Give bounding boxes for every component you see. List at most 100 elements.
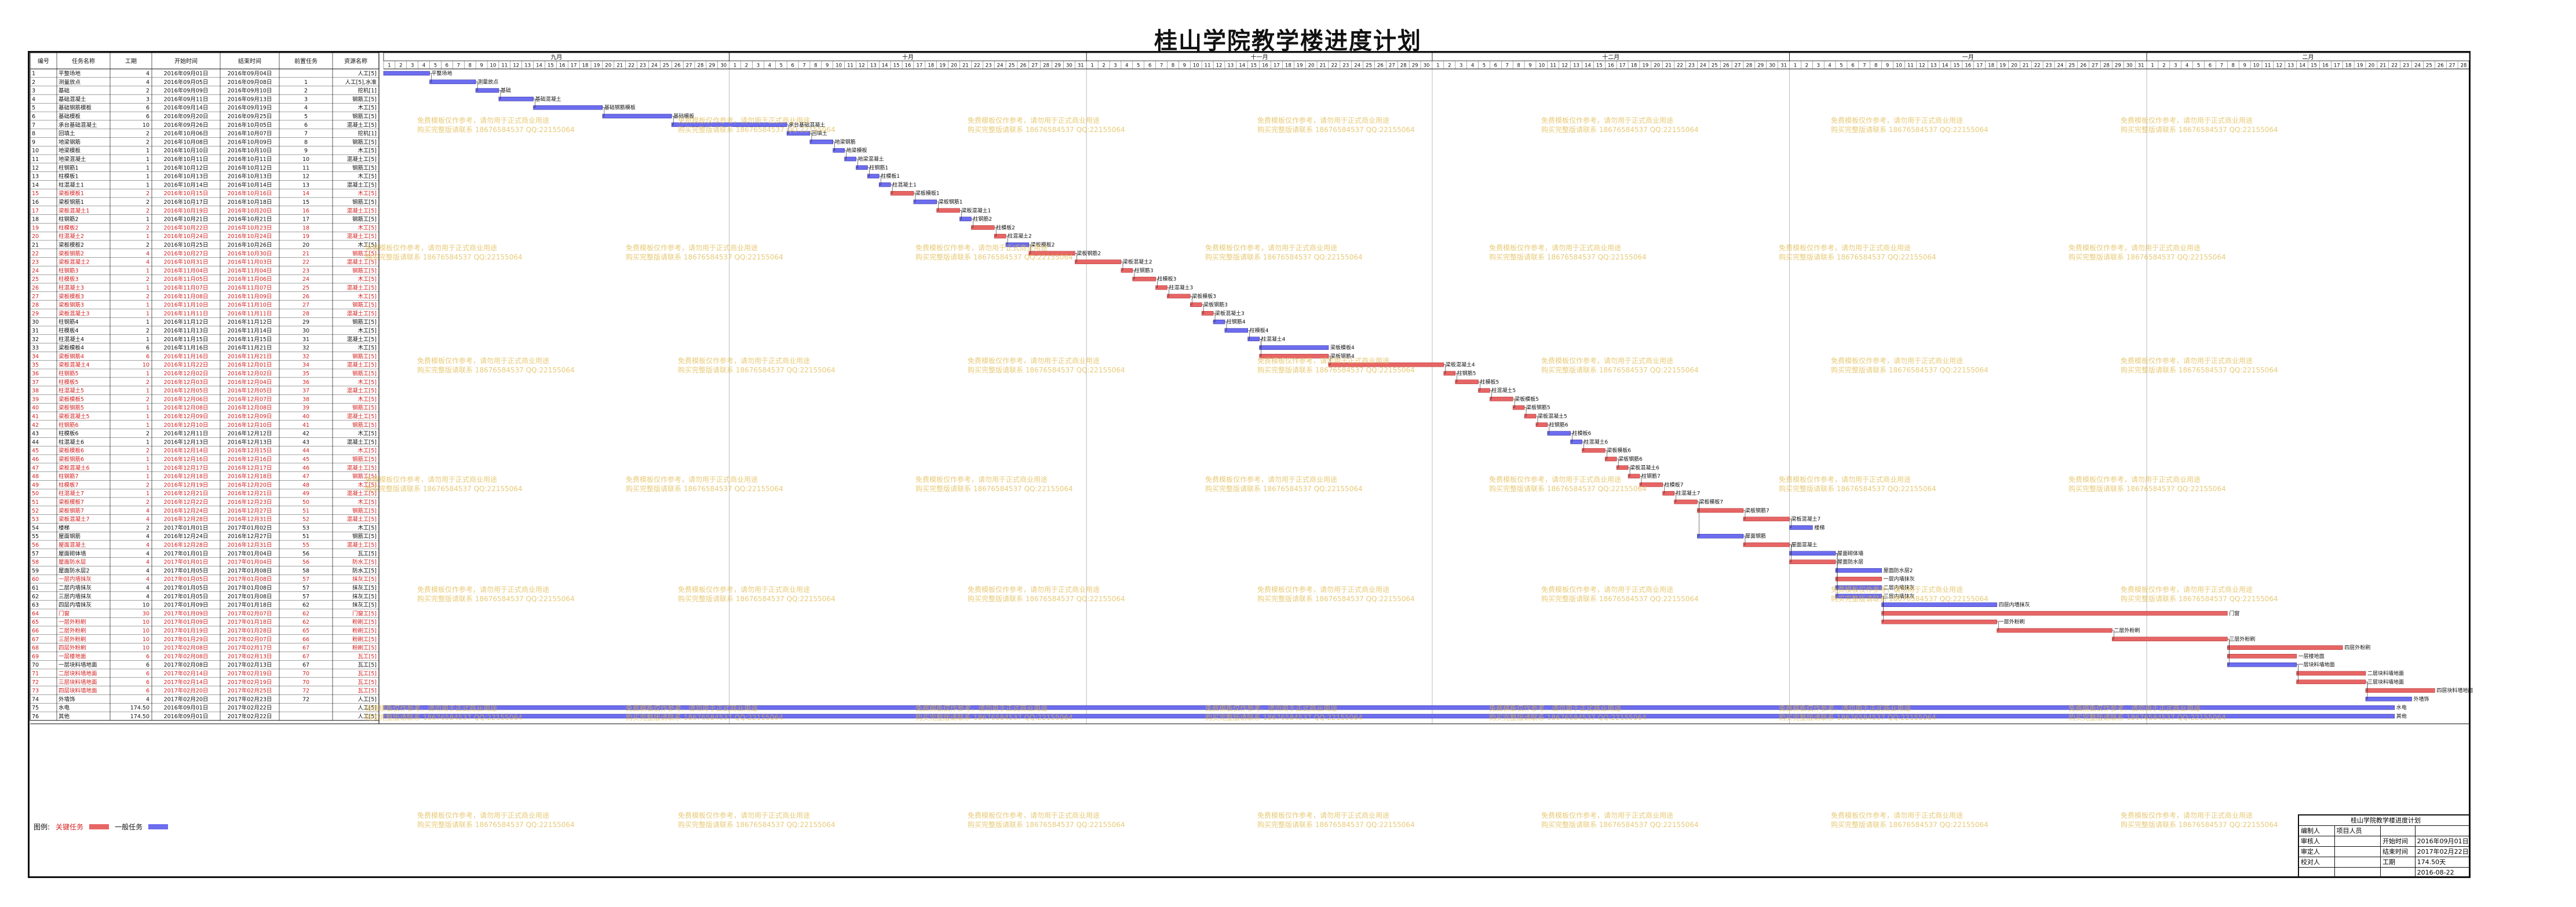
table-cell: 2016年11月10日 [228,302,272,309]
table-cell: 2017年01月04日 [228,550,272,557]
table-cell: 6 [146,671,149,677]
dependency-link [1617,459,1619,468]
day-label: 12 [859,63,865,69]
day-label: 20 [951,63,957,69]
day-label: 8 [1172,63,1174,69]
dependency-link [1674,493,1676,502]
bar-label: 梁板模板5 [1515,396,1539,403]
task-name: 柱混凝土7 [59,490,84,497]
task-name: 梁板模板6 [59,447,84,454]
table-cell: 2016年11月03日 [228,259,272,266]
day-label: 26 [1723,63,1730,69]
task-bar [2227,645,2343,650]
table-cell: 2016年12月16日 [164,456,209,463]
day-label: 7 [1506,63,1509,69]
table-cell: 2016年11月15日 [164,336,209,343]
task-bar [1674,499,1698,504]
table-cell: 48 [32,474,39,480]
table-cell: 1 [146,337,149,343]
table-cell: 1 [146,422,149,429]
day-label: 4 [422,63,425,69]
table-cell: 2016年10月10日 [228,147,272,154]
table-cell: 4 [146,508,149,514]
dependency-link [1524,407,1527,416]
day-label: 26 [1377,63,1384,69]
table-cell: 2016年10月10日 [164,147,209,154]
table-cell: 4 [146,542,149,548]
day-label: 9 [1528,63,1531,69]
table-cell: 4 [146,559,149,566]
table-cell: 22 [302,259,309,266]
bar-label: 梁板钢筋5 [1526,404,1550,411]
day-label: 3 [411,63,414,69]
day-label: 11 [501,63,508,69]
day-label: 11 [1550,63,1556,69]
table-cell: 2016年12月28日 [164,516,209,523]
bar-label: 梁板模板2 [1031,242,1055,248]
table-cell: 2016年12月07日 [228,396,272,403]
table-cell: 2017年02月20日 [164,687,209,694]
table-cell: 2 [146,379,149,386]
table-cell: 174.50 [130,705,149,711]
day-label: 24 [1700,63,1706,69]
task-name: 柱模板3 [59,276,79,283]
table-cell: 钢筋工[5] [352,533,377,540]
table-cell: 木工[5] [358,242,377,248]
table-cell: 1 [146,217,149,223]
table-cell: 58 [302,568,309,574]
task-bar [1005,242,1030,247]
table-cell: 混凝土工[5] [347,336,377,343]
table-cell: 25 [32,276,39,283]
task-name: 梁板钢筋4 [59,353,84,360]
day-label: 19 [1297,63,1303,69]
day-label: 6 [446,63,448,69]
dependency-link [1789,544,1791,562]
table-cell: 10 [143,619,149,626]
table-cell: 2 [146,328,149,334]
table-cell: 30 [143,610,149,617]
table-cell: 2016年12月31日 [228,516,272,523]
table-cell: 混凝土工[5] [347,542,377,548]
task-name: 柱钢筋1 [59,164,79,171]
day-label: 17 [2334,63,2340,69]
bar-label: 柱钢筋1 [869,164,888,171]
day-label: 28 [1043,63,1049,69]
day-label: 1 [1436,63,1439,69]
bar-label: 柱钢筋6 [1549,421,1568,428]
table-cell: 1 [146,268,149,274]
day-label: 26 [674,63,681,69]
bar-label: 楼梯 [1814,524,1825,531]
task-name: 二层内墙抹灰 [59,584,92,591]
day-label: 30 [720,63,727,69]
table-cell: 2016年10月18日 [228,199,272,206]
table-cell: 22 [32,251,39,257]
task-name: 梁板模板1 [59,190,84,197]
table-cell: 2016年10月11日 [164,156,209,163]
dependency-link [1213,313,1216,322]
table-cell: 1 [146,439,149,445]
day-label: 20 [2369,63,2375,69]
table-cell: 钢筋工[5] [352,302,377,309]
month-label: 十一月 [1251,53,1268,61]
table-cell: 46 [32,456,39,463]
table-cell: 混凝土工[5] [347,233,377,240]
table-cell: 木工[5] [358,430,377,437]
title-block-cell: 结束时间 [2381,847,2416,857]
table-cell: 52 [302,517,309,523]
task-name: 三层外粉刷 [59,636,86,643]
day-label: 28 [2461,63,2467,69]
title-block-cell: 2016-08-22 [2416,868,2471,877]
day-label: 4 [1828,63,1831,69]
day-label: 16 [2322,63,2329,69]
table-cell: 11 [302,165,309,171]
task-name: 梁板钢筋7 [59,507,84,514]
table-cell: 59 [32,568,39,574]
table-cell: 2 [146,199,149,206]
table-cell: 2017年02月14日 [164,679,209,686]
table-cell: 53 [32,517,39,523]
dependency-link [429,73,432,82]
table-cell: 3 [146,96,149,103]
table-cell: 2017年01月04日 [228,559,272,566]
table-cell: 12 [32,165,39,171]
table-cell: 30 [32,319,39,326]
